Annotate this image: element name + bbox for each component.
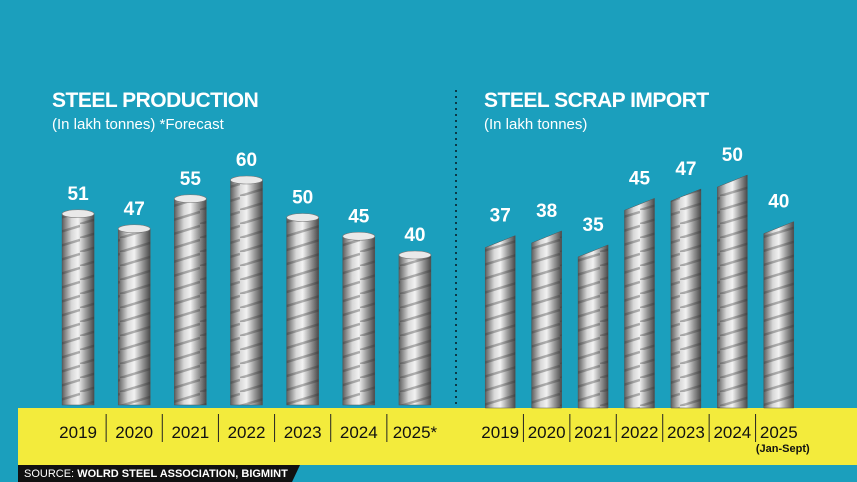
value-label: 50 [722, 145, 743, 166]
value-label: 45 [348, 206, 370, 227]
source-label: SOURCE: [24, 468, 74, 480]
chart-subtitle: (In lakh tonnes) *Forecast [52, 116, 225, 133]
category-label: 2023 [284, 423, 322, 442]
bar-texture [398, 255, 431, 405]
bar-texture [174, 198, 207, 405]
bar-texture [578, 244, 609, 408]
category-label: 2022 [621, 423, 659, 442]
bar-texture [230, 180, 263, 405]
category-label: 2022 [228, 423, 266, 442]
bar-cap [286, 213, 319, 222]
bar-cap [174, 194, 207, 204]
category-label: 2025* [393, 423, 438, 442]
bar-texture [286, 217, 319, 405]
value-label: 40 [768, 192, 789, 213]
category-label: 2021 [574, 423, 612, 442]
bar-texture [118, 228, 151, 405]
category-band [18, 408, 857, 465]
bar-texture [717, 175, 748, 408]
category-label: 2024 [340, 423, 378, 442]
value-label: 55 [180, 169, 202, 190]
source-bar [18, 465, 300, 482]
category-label: 2021 [171, 423, 209, 442]
bar-cap [61, 209, 95, 219]
chart-title: STEEL SCRAP IMPORT [484, 89, 709, 112]
bar-texture [531, 230, 562, 408]
category-label: 2025 [760, 423, 798, 442]
bar-texture [624, 198, 655, 408]
value-label: 38 [536, 201, 557, 222]
category-label: 2020 [115, 423, 153, 442]
value-label: 47 [124, 199, 145, 220]
bar-texture [342, 236, 375, 405]
bar-cap [342, 231, 376, 241]
bar-cap [230, 175, 263, 185]
chart-subtitle: (In lakh tonnes) [484, 116, 587, 133]
value-label: 40 [404, 225, 425, 246]
value-label: 47 [675, 159, 696, 180]
value-label: 35 [583, 215, 605, 236]
category-label: 2019 [59, 423, 97, 442]
category-label: 2023 [667, 423, 705, 442]
value-label: 45 [629, 168, 651, 189]
bar-texture [670, 188, 701, 408]
value-label: 37 [490, 206, 511, 227]
source: SOURCE: WOLRD STEEL ASSOCIATION, BIGMINT [24, 468, 288, 480]
value-label: 60 [236, 150, 257, 171]
source-text: WOLRD STEEL ASSOCIATION, BIGMINT [77, 468, 288, 480]
bar-cap [398, 250, 432, 260]
value-label: 50 [292, 188, 313, 209]
category-label: 2019 [481, 423, 519, 442]
value-label: 51 [68, 184, 90, 205]
bar-texture [485, 235, 516, 408]
bar-cap [117, 224, 151, 234]
bar-texture [62, 213, 95, 405]
category-label: 2024 [713, 423, 751, 442]
bar-texture [763, 221, 794, 408]
chart-title: STEEL PRODUCTION [52, 89, 258, 112]
category-note: (Jan-Sept) [756, 443, 810, 455]
category-label: 2020 [528, 423, 566, 442]
